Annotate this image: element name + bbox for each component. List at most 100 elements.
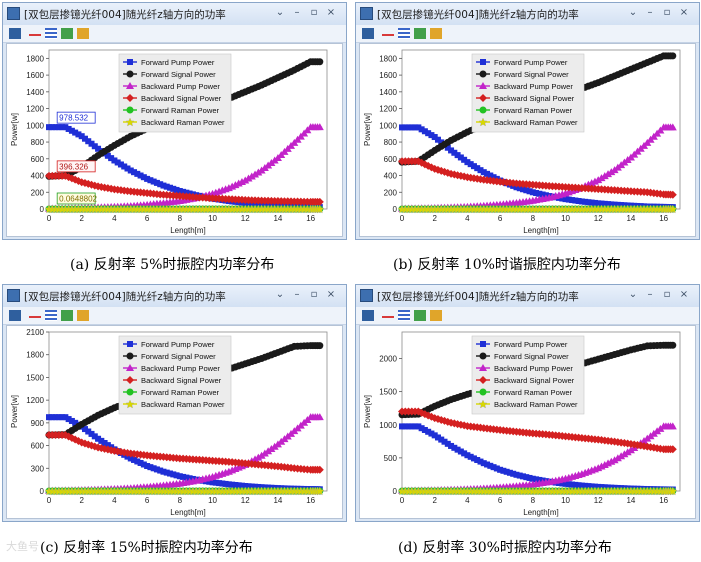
x-tick-label: 0: [400, 496, 405, 505]
minimize-button[interactable]: –: [294, 289, 300, 300]
series-point: [421, 426, 428, 433]
minimize-button[interactable]: –: [647, 289, 653, 300]
series-point: [160, 468, 167, 475]
series-point: [487, 172, 494, 179]
grid-icon[interactable]: [61, 310, 73, 321]
window-titlebar[interactable]: [双包层掺镱光纤004]随光纤z轴方向的功率 ⌄ – ▫ ×: [356, 285, 699, 307]
y-tick-label: 1000: [379, 121, 397, 130]
export-icon[interactable]: [77, 28, 89, 39]
restore-button[interactable]: ▫: [663, 289, 671, 300]
series-point: [163, 183, 170, 190]
x-tick-label: 2: [432, 496, 437, 505]
series-point: [523, 187, 530, 194]
save-icon[interactable]: [362, 28, 374, 39]
series-point: [98, 437, 105, 444]
x-tick-label: 4: [112, 214, 117, 223]
minimize-button[interactable]: –: [294, 7, 300, 18]
legend-icon[interactable]: [398, 310, 410, 321]
legend-icon[interactable]: [45, 28, 57, 39]
series-point: [235, 482, 242, 489]
series-point: [167, 184, 174, 191]
series-point: [85, 138, 92, 145]
legend-icon[interactable]: [398, 28, 410, 39]
minimize-button[interactable]: –: [647, 7, 653, 18]
series-point: [428, 132, 435, 139]
x-tick-label: 14: [626, 214, 635, 223]
line-style-icon[interactable]: [29, 28, 41, 36]
series-point: [134, 458, 141, 465]
series-point: [408, 124, 415, 131]
line-style-icon[interactable]: [382, 28, 394, 36]
annotation-value: 978.532: [59, 114, 88, 123]
y-tick-label: 1000: [379, 421, 397, 430]
series-point: [412, 423, 419, 430]
grid-icon[interactable]: [414, 28, 426, 39]
legend-marker: [479, 94, 487, 102]
series-point: [150, 178, 157, 185]
window-titlebar[interactable]: [双包层掺镱光纤004]随光纤z轴方向的功率 ⌄ – ▫ ×: [356, 3, 699, 25]
restore-button[interactable]: ▫: [663, 7, 671, 18]
save-icon[interactable]: [9, 310, 21, 321]
restore-button[interactable]: ▫: [310, 289, 318, 300]
dropdown-icon[interactable]: ⌄: [628, 7, 638, 18]
legend-marker: [479, 364, 487, 371]
plot-area[interactable]: 0 200 400 600 800 1000 1200 1400 1600 1800 0 2 4 6 8 10…: [6, 43, 343, 237]
series-point: [575, 482, 582, 489]
dropdown-icon[interactable]: ⌄: [275, 7, 285, 18]
x-tick-label: 16: [306, 496, 315, 505]
plot-area[interactable]: 0 200 400 600 800 1000 1200 1400 1600 1800 0 2 4 6 8 10…: [359, 43, 696, 237]
close-button[interactable]: ×: [326, 7, 336, 18]
series-point: [572, 481, 579, 488]
export-icon[interactable]: [77, 310, 89, 321]
series-point: [600, 172, 609, 180]
close-button[interactable]: ×: [679, 289, 689, 300]
line-style-icon[interactable]: [29, 310, 41, 318]
series-point: [668, 204, 678, 214]
y-tick-label: 0: [393, 487, 398, 496]
series-point: [238, 482, 245, 489]
series-point: [242, 483, 249, 490]
x-tick-label: 14: [273, 496, 282, 505]
series-point: [127, 455, 134, 462]
y-tick-label: 1400: [379, 88, 397, 97]
y-tick-label: 500: [384, 454, 398, 463]
dropdown-icon[interactable]: ⌄: [275, 289, 285, 300]
y-tick-label: 200: [384, 188, 398, 197]
legend-icon[interactable]: [45, 310, 57, 321]
save-icon[interactable]: [9, 28, 21, 39]
caption-letter: (b): [393, 257, 413, 273]
save-icon[interactable]: [362, 310, 374, 321]
x-tick-label: 4: [112, 496, 117, 505]
y-tick-label: 1200: [379, 105, 397, 114]
export-icon[interactable]: [430, 28, 442, 39]
y-tick-label: 400: [384, 172, 398, 181]
series-point: [601, 200, 608, 207]
restore-button[interactable]: ▫: [310, 7, 318, 18]
y-tick-label: 900: [31, 419, 45, 428]
window-titlebar[interactable]: [双包层掺镱光纤004]随光纤z轴方向的功率 ⌄ – ▫ ×: [3, 3, 346, 25]
close-button[interactable]: ×: [679, 7, 689, 18]
plot-area[interactable]: 0 300 600 900 1200 1500 1800 2100 0 2 4 6 8 10 12 14 16 L…: [6, 325, 343, 519]
line-style-icon[interactable]: [382, 310, 394, 318]
grid-icon[interactable]: [61, 28, 73, 39]
series-point: [91, 433, 98, 440]
series-point: [417, 408, 426, 417]
x-tick-label: 6: [145, 214, 150, 223]
x-axis-label: Length[m]: [523, 508, 559, 517]
window-title: [双包层掺镱光纤004]随光纤z轴方向的功率: [377, 291, 579, 303]
x-tick-label: 2: [432, 214, 437, 223]
series-point: [613, 454, 622, 462]
export-icon[interactable]: [430, 310, 442, 321]
x-tick-label: 6: [498, 214, 503, 223]
series-point: [150, 465, 157, 472]
series-point: [493, 465, 500, 472]
window-titlebar[interactable]: [双包层掺镱光纤004]随光纤z轴方向的功率 ⌄ – ▫ ×: [3, 285, 346, 307]
dropdown-icon[interactable]: ⌄: [628, 289, 638, 300]
series-point: [124, 165, 131, 172]
series-point: [503, 468, 510, 475]
close-button[interactable]: ×: [326, 289, 336, 300]
grid-icon[interactable]: [414, 310, 426, 321]
plot-area[interactable]: 0 500 1000 1500 2000 0 2 4 6 8 10 12 14 16 Length[m] Po…: [359, 325, 696, 519]
x-tick-label: 6: [498, 496, 503, 505]
series-point: [402, 423, 409, 430]
